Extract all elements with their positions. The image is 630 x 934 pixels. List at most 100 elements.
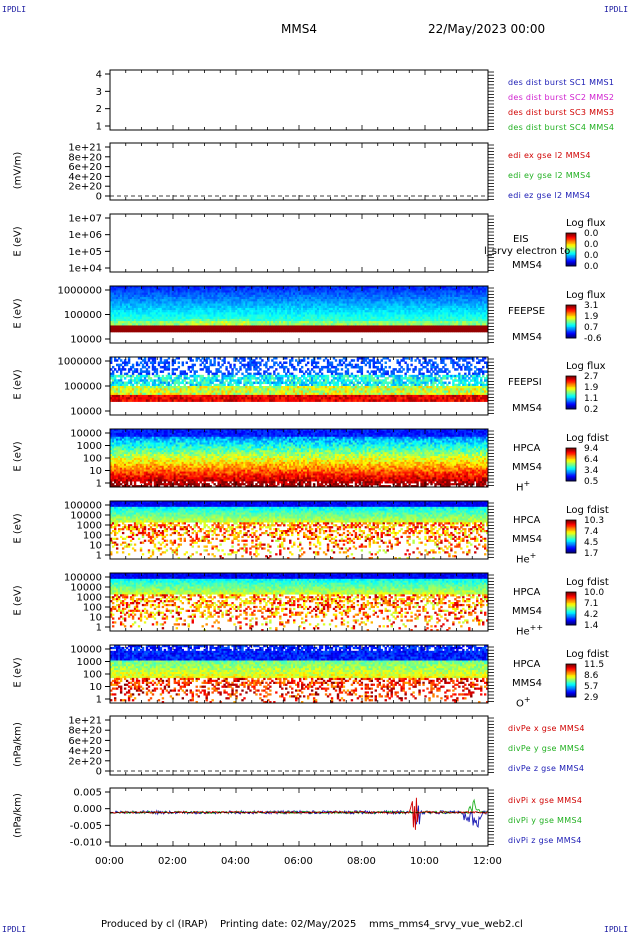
colorbar-value: 0.2: [584, 405, 598, 415]
species-label: O+: [516, 695, 531, 709]
species-name: He: [516, 554, 530, 565]
x-tick-label: 06:00: [284, 856, 313, 867]
panel-feepse: 1000000 100000 10000: [57, 286, 576, 346]
y-tick-label: 4: [96, 70, 102, 81]
y-tick-label: 0: [96, 192, 102, 203]
colorbar-value: 0.7: [584, 323, 598, 333]
colorbar-value: 2.7: [584, 372, 598, 382]
panel-burst: 4 3 2 1: [96, 70, 494, 133]
colorbar-value: 0.0: [584, 229, 598, 239]
footer-produced: Produced by cl (IRAP): [101, 919, 208, 930]
y-tick-label: 10000: [70, 645, 102, 656]
instrument-label: EIS: [513, 234, 529, 245]
legend-entry: edi ex gse l2 MMS4: [508, 151, 591, 160]
y-tick-label: 1: [96, 695, 102, 706]
y-tick-label: -0.005: [70, 821, 102, 832]
y-tick-label: 1e+07: [68, 214, 102, 225]
corner-label-bottom-right: IPDLI: [604, 925, 628, 934]
colorbar-value: 7.4: [584, 527, 598, 537]
y-tick-label: 1000000: [57, 286, 102, 297]
colorbar-value: 5.7: [584, 682, 598, 692]
x-tick-label: 12:00: [473, 856, 502, 867]
y-tick-label: 1000: [77, 441, 102, 452]
y-tick-label: 100: [83, 454, 102, 465]
y-tick-label: 1: [96, 551, 102, 562]
spacecraft-label: MMS4: [512, 260, 542, 271]
colorbar-title: Log fdist: [566, 577, 609, 588]
colorbar-value: 0.0: [584, 262, 598, 272]
colorbar-value: 2.9: [584, 693, 598, 703]
y-tick-label: -0.010: [70, 838, 102, 849]
y-tick-label: 1000: [77, 657, 102, 668]
x-tick-label: 02:00: [158, 856, 187, 867]
y-axis-label-divpi: (nPa/km): [13, 756, 24, 876]
spacecraft-label: MMS4: [512, 403, 542, 414]
y-tick-label: 1: [96, 479, 102, 490]
instrument-label: HPCA: [513, 659, 540, 670]
y-tick-label: 0.005: [73, 788, 102, 799]
colorbar-value: 11.5: [584, 660, 604, 670]
species-label: H+: [516, 479, 530, 493]
colorbar-value: 0.0: [584, 251, 598, 261]
y-tick-label: 2: [96, 104, 102, 115]
footer-file: mms_mms4_srvy_vue_web2.cl: [369, 919, 523, 930]
y-tick-label: 3: [96, 87, 102, 98]
x-tick-label: 04:00: [221, 856, 250, 867]
colorbar-value: 6.4: [584, 455, 598, 465]
colorbar-value: 7.1: [584, 599, 598, 609]
colorbar-value: 10.3: [584, 516, 604, 526]
legend-entry: divPi y gse MMS4: [508, 816, 582, 825]
legend-entry: edi ey gse l2 MMS4: [508, 171, 591, 180]
y-tick-label: 10: [89, 682, 102, 693]
legend-entry: des dist burst SC2 MMS2: [508, 93, 614, 102]
instrument-label: HPCA: [513, 443, 540, 454]
colorbar-value: 1.7: [584, 549, 598, 559]
y-tick-label: 10000: [70, 335, 102, 346]
instrument-label: FEEPSI: [508, 377, 542, 388]
corner-label-bottom-left: IPDLI: [2, 925, 26, 934]
y-tick-label: 100000: [64, 310, 102, 321]
species-charge: +: [524, 695, 531, 704]
y-tick-label: 1: [96, 122, 102, 133]
y-tick-label: 1e+05: [68, 247, 102, 258]
y-tick-label: 1: [96, 623, 102, 634]
colorbar-value: 0.0: [584, 240, 598, 250]
y-tick-label: 0: [96, 767, 102, 778]
legend-entry: divPe y gse MMS4: [508, 744, 585, 753]
colorbar-value: -0.6: [584, 334, 602, 344]
colorbar-value: 8.6: [584, 671, 598, 681]
colorbar-title: Log flux: [566, 361, 606, 372]
instrument-label: HPCA: [513, 587, 540, 598]
colorbar-title: Log fdist: [566, 649, 609, 660]
colorbar-value: 3.4: [584, 466, 598, 476]
legend-entry: des dist burst SC4 MMS4: [508, 123, 614, 132]
species-name: H: [516, 482, 524, 493]
colorbar-value: 3.1: [584, 301, 598, 311]
spacecraft-label: MMS4: [512, 678, 542, 689]
colorbar-title: Log fdist: [566, 505, 609, 516]
y-tick-label: 100000: [64, 382, 102, 393]
colorbar-value: 4.2: [584, 610, 598, 620]
spacecraft-label: MMS4: [512, 534, 542, 545]
y-tick-label: 10: [89, 466, 102, 477]
legend-entry: divPi x gse MMS4: [508, 796, 582, 805]
legend-entry: divPi z gse MMS4: [508, 836, 582, 845]
spacecraft-label: MMS4: [512, 462, 542, 473]
divpi-series-z: [110, 806, 488, 827]
legend-entry: divPe x gse MMS4: [508, 724, 585, 733]
colorbar-value: 0.5: [584, 477, 598, 487]
instrument-label: HPCA: [513, 515, 540, 526]
colorbar-title: Log fdist: [566, 433, 609, 444]
species-charge: ++: [530, 623, 543, 632]
spacecraft-label: MMS4: [512, 606, 542, 617]
y-tick-label: 10000: [70, 407, 102, 418]
x-tick-label: 10:00: [410, 856, 439, 867]
instrument-label: FEEPSE: [508, 306, 545, 317]
colorbar-value: 1.1: [584, 394, 598, 404]
